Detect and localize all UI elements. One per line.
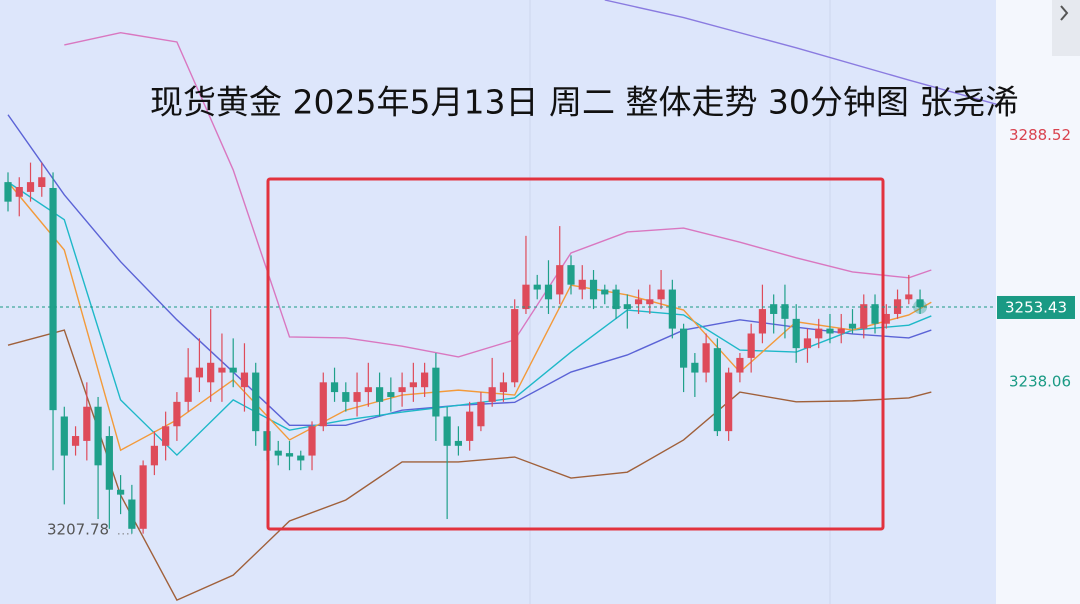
candle-body bbox=[71, 436, 80, 446]
candle-body bbox=[916, 299, 924, 307]
indicator-line bbox=[7, 181, 932, 457]
candle-body bbox=[353, 392, 361, 402]
candle-body bbox=[308, 426, 316, 456]
candle-body bbox=[725, 372, 733, 432]
candle-body bbox=[837, 328, 845, 334]
candle-body bbox=[882, 313, 890, 324]
low-price-label: 3207.78 bbox=[47, 520, 109, 538]
y-tick-label: 3288.52 bbox=[1009, 126, 1071, 144]
candle-body bbox=[398, 387, 406, 393]
candle-body bbox=[330, 382, 339, 393]
candle-body bbox=[781, 304, 789, 319]
candle-body bbox=[792, 318, 800, 349]
last-price-label: 3253.43 bbox=[1005, 298, 1067, 316]
candle-body bbox=[601, 289, 609, 295]
candle-body bbox=[691, 362, 699, 373]
candle-body bbox=[150, 445, 158, 466]
candle-body bbox=[195, 367, 204, 378]
candle-body bbox=[139, 465, 147, 529]
candle-body bbox=[4, 182, 12, 202]
candle-body bbox=[319, 382, 327, 427]
candle-body bbox=[680, 328, 688, 368]
candle-body bbox=[38, 177, 46, 188]
candle-body bbox=[477, 401, 485, 427]
candle-body bbox=[218, 367, 226, 373]
candle-body bbox=[747, 333, 755, 358]
candle-body bbox=[556, 265, 564, 295]
candle-body bbox=[240, 372, 249, 388]
candle-body bbox=[364, 387, 372, 393]
indicator-line bbox=[7, 181, 932, 452]
candle-body bbox=[623, 304, 631, 310]
panel-toggle[interactable] bbox=[1052, 0, 1080, 56]
candle-body bbox=[634, 299, 643, 305]
candle-body bbox=[702, 343, 710, 373]
candle-body bbox=[49, 187, 57, 411]
candle-body bbox=[409, 382, 417, 388]
candle-body bbox=[443, 416, 451, 446]
highlight-box bbox=[266, 177, 885, 531]
indicator-line bbox=[7, 329, 932, 601]
candle-body bbox=[207, 362, 215, 383]
candle-body bbox=[826, 328, 834, 334]
candle-body bbox=[252, 372, 260, 432]
candle-body bbox=[274, 450, 282, 456]
last-price-marker bbox=[913, 299, 928, 314]
candle-body bbox=[871, 304, 879, 324]
y-tick-label: 3238.06 bbox=[1009, 373, 1071, 391]
candle-body bbox=[646, 299, 654, 305]
candle-body bbox=[387, 392, 395, 397]
candle-body bbox=[60, 416, 68, 456]
candle-body bbox=[432, 367, 440, 417]
candle-body bbox=[589, 279, 598, 300]
candle-body bbox=[893, 299, 902, 314]
candle-body bbox=[578, 279, 586, 290]
chart-title: 现货黄金 2025年5月13日 周二 整体走势 30分钟图 张尧浠 bbox=[150, 83, 1018, 122]
candle-body bbox=[117, 489, 125, 495]
candle-body bbox=[94, 406, 102, 466]
last-price-box bbox=[997, 295, 1075, 319]
candle-body bbox=[342, 392, 350, 402]
candle-body bbox=[184, 377, 192, 402]
candle-body bbox=[229, 367, 237, 373]
candle-body bbox=[713, 348, 721, 432]
candle-body bbox=[533, 284, 541, 290]
candle-body bbox=[803, 338, 812, 349]
indicator-line bbox=[604, 0, 1000, 106]
candle-body bbox=[162, 426, 170, 446]
indicator-line bbox=[7, 114, 932, 426]
candle-body bbox=[815, 328, 823, 339]
candle-body bbox=[499, 382, 508, 393]
candle-body bbox=[758, 309, 767, 334]
candle-body bbox=[83, 406, 91, 441]
candle-body bbox=[421, 372, 429, 388]
chevron-icon[interactable] bbox=[1060, 5, 1069, 21]
candle-body bbox=[848, 323, 857, 329]
candle-body bbox=[612, 289, 620, 310]
candle-body bbox=[297, 455, 305, 461]
candle-body bbox=[15, 187, 23, 197]
candle-body bbox=[285, 453, 294, 457]
candle-body bbox=[668, 289, 676, 329]
candle-body bbox=[128, 499, 136, 529]
candle-body bbox=[522, 284, 530, 310]
candle-body bbox=[860, 304, 868, 329]
candle-body bbox=[173, 401, 181, 427]
candle-body bbox=[26, 182, 35, 192]
candle-body bbox=[567, 265, 575, 285]
candle-body bbox=[770, 304, 778, 314]
candle-body bbox=[544, 284, 553, 300]
candle-body bbox=[105, 436, 113, 490]
candle-body bbox=[375, 387, 384, 402]
candle-body bbox=[657, 289, 665, 300]
candle-body bbox=[466, 411, 474, 441]
candle-body bbox=[454, 440, 462, 446]
candle-body bbox=[905, 294, 913, 300]
candle-body bbox=[736, 357, 744, 373]
plot bbox=[4, 0, 1000, 601]
candle-body bbox=[511, 309, 519, 383]
candle-body bbox=[488, 387, 496, 402]
